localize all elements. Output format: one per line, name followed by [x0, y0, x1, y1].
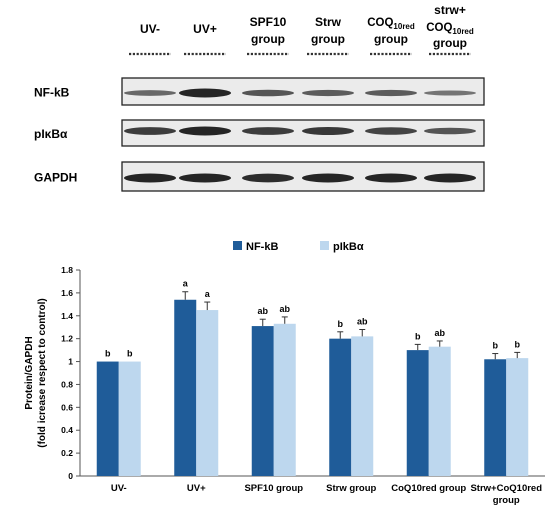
bar — [174, 299, 197, 476]
blot-band — [424, 127, 476, 135]
blot-band — [242, 173, 294, 183]
x-tick-label: UV- — [111, 483, 127, 494]
blot-band — [124, 90, 176, 96]
y-tick-label: 0.6 — [61, 402, 73, 412]
significance-letter: b — [127, 349, 133, 359]
lane-label-text: UV- — [140, 22, 160, 36]
blot-row-label: pIκBα — [34, 127, 68, 141]
y-tick-label: 0.4 — [61, 425, 73, 435]
blot-band — [179, 126, 231, 136]
bar — [251, 326, 274, 476]
blot-band — [179, 173, 231, 183]
y-tick-label: 1.2 — [61, 334, 73, 344]
lane-label: SPF10 group — [250, 15, 287, 46]
western-blot-panel: UV- UV+ SPF10groupStrwgroupCOQ10redgroupst… — [34, 3, 485, 192]
significance-letter: a — [205, 289, 211, 299]
y-tick-label: 1.8 — [61, 265, 73, 275]
bar — [428, 346, 451, 476]
significance-letter: b — [493, 341, 499, 351]
significance-letter: ab — [357, 317, 368, 327]
y-tick-label: 0.2 — [61, 448, 73, 458]
y-axis-label: Protein/GAPDH (fold icrease respect to co… — [24, 298, 48, 447]
blot-band — [124, 127, 176, 135]
blot-band — [242, 89, 294, 97]
significance-letter: b — [515, 339, 521, 349]
significance-letter: ab — [279, 304, 290, 314]
bar-chart: NF-kB pIkBα 0 0.2 0.4 0.6 0.8 1 1.2 1.4 1.6 1.8 Prot… — [24, 241, 545, 506]
blot-band — [302, 173, 354, 183]
bar — [196, 310, 219, 476]
blot-band — [302, 89, 354, 97]
x-tick-label: group — [493, 495, 520, 506]
lane-label: UV+ — [193, 22, 217, 36]
blot-band — [424, 173, 476, 183]
lane-label-text: Strw — [315, 15, 342, 29]
lane-label-text: group — [251, 32, 285, 46]
significance-letter: b — [415, 331, 421, 341]
legend-label: NF-kB — [246, 241, 278, 253]
y-tick-label: 0.8 — [61, 379, 73, 389]
blot-band — [124, 173, 176, 183]
blot-band — [179, 88, 231, 98]
bar — [406, 350, 429, 476]
lane-label-text: UV+ — [193, 22, 217, 36]
bar — [506, 358, 529, 476]
blot-row-label: NF-kB — [34, 86, 70, 100]
x-tick-label: Strw+CoQ10red — [470, 483, 542, 494]
lane-label-text: strw+ — [434, 3, 466, 17]
lane-label-text: SPF10 — [250, 15, 287, 29]
significance-letter: ab — [257, 306, 268, 316]
lane-label-text: COQ10red — [426, 22, 474, 36]
y-tick-label: 1 — [68, 357, 73, 367]
legend-swatch — [320, 241, 329, 250]
x-tick-label: Strw group — [326, 483, 376, 494]
bar — [351, 336, 374, 476]
bar — [96, 361, 119, 476]
significance-letter: ab — [434, 328, 445, 338]
blot-band — [424, 90, 476, 96]
x-tick-label: CoQ10red group — [391, 483, 466, 494]
blot-band — [365, 127, 417, 135]
bar — [118, 361, 141, 476]
lane-label-text: group — [374, 32, 408, 46]
y-tick-label: 1.4 — [61, 311, 73, 321]
blot-band — [365, 89, 417, 97]
lane-label-text: group — [311, 32, 345, 46]
bar — [329, 338, 352, 476]
lane-label: UV- — [140, 22, 160, 36]
bar — [484, 359, 507, 476]
lane-label-text: group — [433, 36, 467, 50]
x-tick-label: SPF10 group — [244, 483, 303, 494]
significance-letter: b — [338, 319, 344, 329]
y-axis-label-line1: Protein/GAPDH — [24, 336, 35, 409]
lane-label-text: COQ10red — [367, 17, 415, 31]
blot-row-label: GAPDH — [34, 171, 77, 185]
blot-band — [302, 126, 354, 136]
y-tick-label: 1.6 — [61, 288, 73, 298]
legend-swatch — [233, 241, 242, 250]
lane-label: Strw group — [311, 15, 345, 46]
significance-letter: a — [183, 279, 189, 289]
x-tick-label: UV+ — [187, 483, 206, 494]
y-tick-label: 0 — [68, 471, 73, 481]
blot-band — [242, 127, 294, 135]
y-axis-label-line2: (fold icrease respect to control) — [37, 298, 48, 447]
legend-label: pIkBα — [333, 241, 364, 253]
bar — [273, 323, 296, 476]
significance-letter: b — [105, 349, 111, 359]
blot-band — [365, 173, 417, 183]
